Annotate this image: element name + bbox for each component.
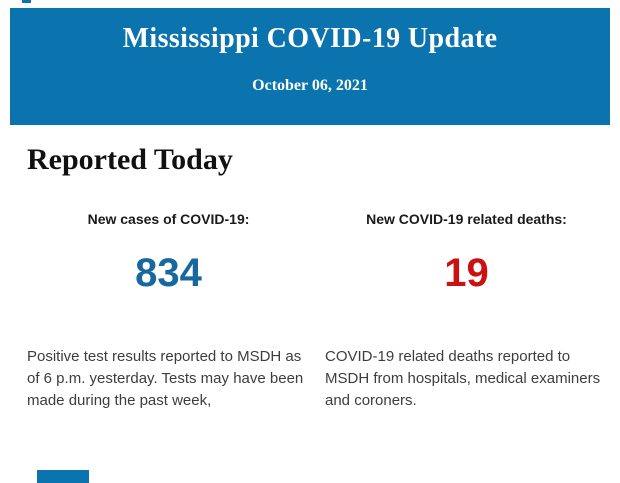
- header-banner: Mississippi COVID-19 Update October 06, …: [10, 8, 610, 125]
- stat-new-deaths: New COVID-19 related deaths: 19 COVID-19…: [325, 187, 608, 412]
- new-deaths-value: 19: [444, 251, 489, 295]
- next-section-preview: [37, 470, 89, 483]
- new-cases-description: Positive test results reported to MSDH a…: [27, 348, 304, 409]
- report-date: October 06, 2021: [252, 77, 368, 94]
- section-title: Reported Today: [27, 143, 233, 176]
- main-content: Reported Today New cases of COVID-19: 83…: [0, 125, 620, 412]
- new-deaths-description: COVID-19 related deaths reported to MSDH…: [325, 348, 601, 409]
- new-cases-value: 834: [135, 251, 202, 295]
- stats-row: New cases of COVID-19: 834 Positive test…: [27, 187, 620, 412]
- new-cases-label: New cases of COVID-19:: [87, 211, 250, 227]
- new-deaths-label: New COVID-19 related deaths:: [366, 211, 567, 227]
- cropped-content-artifact-top: [22, 0, 31, 3]
- page-title: Mississippi COVID-19 Update: [122, 23, 498, 54]
- stat-new-cases: New cases of COVID-19: 834 Positive test…: [27, 187, 310, 412]
